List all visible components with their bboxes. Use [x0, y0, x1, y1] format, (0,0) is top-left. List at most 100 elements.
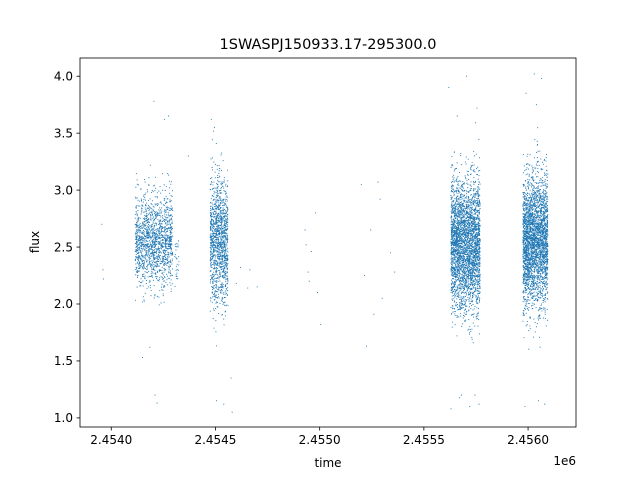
data-point [464, 231, 466, 233]
data-point [212, 242, 214, 244]
data-point [135, 197, 137, 200]
data-point [223, 219, 225, 222]
data-point [451, 207, 453, 209]
data-point [139, 282, 141, 284]
data-point [169, 209, 171, 211]
data-point [474, 266, 476, 268]
data-point [464, 308, 467, 310]
data-point [153, 242, 156, 244]
data-point [471, 214, 473, 216]
data-point [460, 288, 462, 290]
data-point [170, 290, 172, 292]
data-point [161, 230, 163, 232]
data-point [146, 288, 148, 290]
data-point [223, 202, 225, 204]
data-point [163, 210, 165, 212]
data-point [472, 243, 474, 245]
data-point [225, 288, 227, 290]
data-point [156, 238, 158, 240]
data-point [141, 245, 143, 247]
data-point [219, 168, 221, 170]
data-point [141, 224, 143, 226]
data-point [141, 256, 143, 258]
data-point [226, 254, 228, 256]
data-point [210, 234, 212, 236]
data-point [456, 241, 459, 243]
data-point [213, 199, 215, 201]
data-point [220, 183, 222, 185]
data-point [155, 214, 157, 216]
data-point [216, 183, 218, 185]
data-point [152, 233, 154, 235]
data-point [165, 235, 167, 237]
data-point [223, 230, 225, 232]
data-point [215, 197, 217, 199]
data-point [151, 223, 153, 225]
data-point [136, 183, 138, 185]
data-point [212, 227, 214, 230]
data-point [215, 255, 217, 257]
data-point [146, 254, 148, 256]
data-point [457, 288, 459, 290]
data-point [452, 178, 454, 180]
data-point [210, 275, 212, 277]
data-point [140, 242, 143, 244]
data-point [467, 294, 469, 296]
data-point [212, 249, 214, 251]
data-points [101, 73, 549, 413]
data-point [214, 199, 216, 201]
data-point [212, 296, 214, 298]
data-point [142, 242, 144, 244]
data-point [225, 278, 227, 280]
data-point [217, 181, 219, 183]
data-point [458, 295, 460, 297]
data-point [217, 185, 219, 187]
data-point [148, 184, 150, 186]
data-point [464, 300, 466, 302]
data-point [168, 261, 170, 263]
data-point [222, 235, 224, 237]
data-point [465, 268, 467, 270]
data-point [227, 180, 229, 182]
data-point [157, 219, 159, 221]
data-point [170, 248, 172, 250]
data-point [224, 213, 226, 215]
data-point [453, 177, 455, 179]
data-point [458, 227, 461, 229]
data-point [221, 282, 223, 284]
data-point [471, 301, 473, 303]
data-point [160, 236, 162, 238]
data-point [170, 226, 173, 228]
data-point [227, 169, 229, 171]
data-point [225, 244, 227, 246]
data-point [166, 239, 168, 241]
data-point [142, 296, 144, 298]
data-point [216, 306, 218, 308]
data-point [224, 240, 226, 242]
data-point [141, 301, 144, 303]
data-point [138, 224, 140, 226]
data-point [166, 273, 168, 275]
data-point [216, 214, 218, 216]
data-point [226, 271, 229, 273]
data-point [166, 284, 168, 286]
data-point [171, 243, 173, 245]
data-point [451, 190, 453, 192]
data-point [477, 214, 479, 216]
data-point [454, 295, 457, 297]
data-point [154, 222, 156, 225]
data-point [164, 263, 166, 265]
data-point [461, 164, 463, 166]
data-point [470, 238, 472, 240]
data-point [150, 237, 152, 239]
data-point [225, 226, 227, 228]
data-point [221, 202, 223, 204]
data-point [215, 271, 217, 273]
data-point [217, 291, 219, 293]
data-point [171, 252, 173, 254]
data-point [479, 188, 481, 190]
data-point [475, 194, 477, 196]
data-point [157, 227, 159, 229]
data-point [215, 290, 218, 293]
data-point [225, 210, 227, 212]
